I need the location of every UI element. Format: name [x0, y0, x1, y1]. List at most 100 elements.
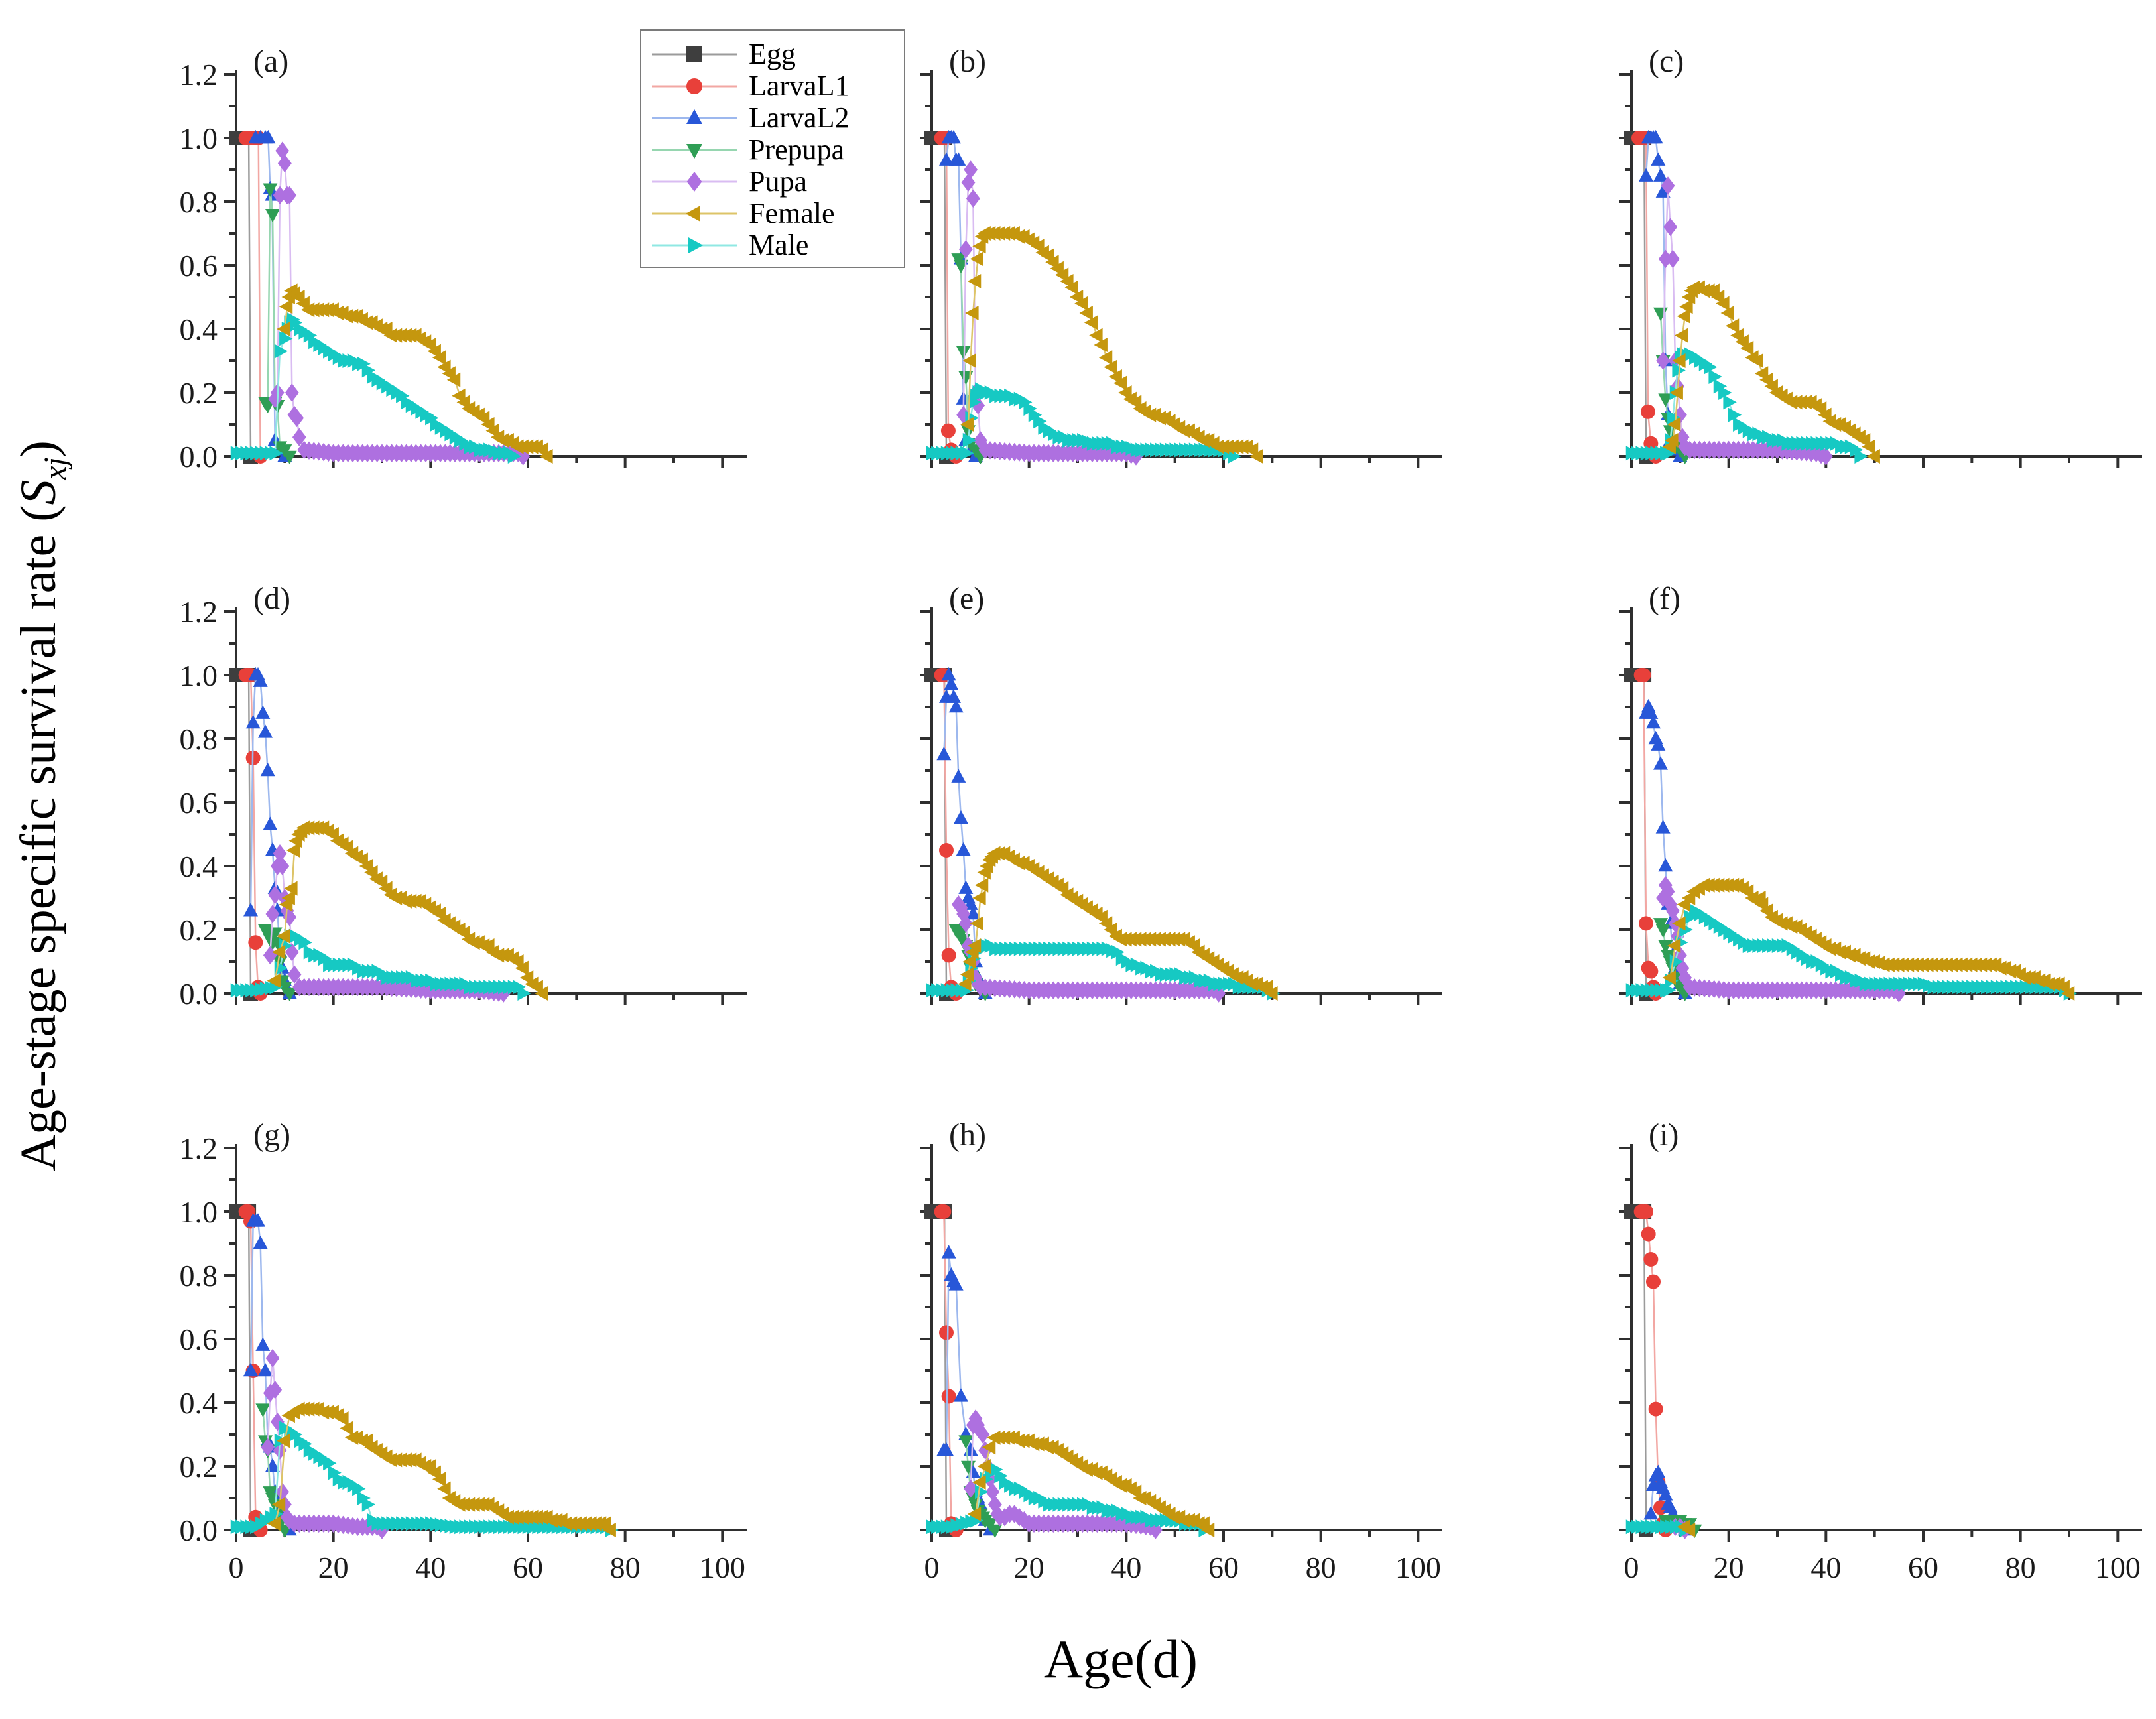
x-tick-labels: 0 20 40 60 80 100 [229, 1551, 745, 1584]
x-tick-label: 100 [2095, 1551, 2141, 1584]
x-tick-label: 20 [318, 1551, 349, 1584]
y-tick-label: 0.8 [180, 185, 218, 219]
x-tick-labels: 0 20 40 60 80 100 [924, 1551, 1441, 1584]
x-tick-label: 0 [1624, 1551, 1639, 1584]
panel-b: (b) [920, 44, 1442, 468]
series-male [926, 382, 1241, 464]
panel-g: 0.0 0.2 0.4 0.6 0.8 1.0 1.2 0 20 40 60 80 100 (g) [180, 1117, 747, 1584]
y-axis-title-suffix: ) [11, 440, 66, 458]
series-female [1677, 1519, 1696, 1537]
panel-letter: (e) [949, 581, 984, 616]
y-tick-label: 1.2 [180, 595, 218, 629]
panel-letter: (c) [1649, 44, 1684, 79]
male-marker-icon [652, 237, 737, 253]
y-axis-title-text: Age-stage specific survival rate ( [11, 505, 66, 1171]
y-tick-label: 0.6 [180, 786, 218, 820]
y-tick-label: 0.8 [180, 722, 218, 756]
y-tick-label: 0.0 [180, 977, 218, 1011]
pupa-marker-icon [652, 172, 737, 192]
x-tick-label: 20 [1714, 1551, 1744, 1584]
series-male [1625, 903, 2078, 1001]
y-tick-label: 0.2 [180, 1450, 218, 1484]
y-axis-title: Age-stage specific survival rate (Sxj) [10, 10, 90, 1602]
series-female [1662, 280, 1880, 464]
legend: Egg LarvaL1 LarvaL2 Prepupa Pupa Female Male [640, 29, 905, 268]
axes [1619, 70, 2142, 468]
legend-label: Pupa [749, 165, 807, 198]
legend-item-egg: Egg [648, 38, 900, 70]
series-female [967, 1430, 1215, 1537]
series-female [277, 283, 553, 464]
x-tick-label: 80 [1306, 1551, 1336, 1584]
panel-letter: (g) [253, 1117, 290, 1153]
panel-c: (c) [1619, 44, 2142, 468]
y-tick-label: 0.4 [180, 850, 218, 883]
y-tick-label: 0.4 [180, 1386, 218, 1420]
prepupa-marker-icon [652, 144, 737, 159]
series-larva1 [238, 131, 268, 464]
axes [920, 70, 1442, 468]
x-tick-labels: 0 20 40 60 80 100 [1624, 1551, 2141, 1584]
legend-item-pupa: Pupa [648, 166, 900, 198]
axes [920, 1144, 1442, 1542]
y-tick-label: 1.0 [180, 121, 218, 155]
legend-item-larva1: LarvaL1 [648, 70, 900, 102]
series-male [230, 1421, 619, 1537]
axes [1619, 607, 2142, 1005]
y-axis-title-subscript: xj [38, 457, 74, 480]
panel-letter: (h) [949, 1117, 986, 1153]
panel-d: 0.0 0.2 0.4 0.6 0.8 1.0 1.2 (d) [180, 581, 747, 1011]
series-pupa [1656, 176, 1833, 466]
x-tick-label: 40 [1810, 1551, 1841, 1584]
y-tick-label: 0.6 [180, 249, 218, 283]
series-female [267, 820, 548, 1001]
y-tick-label: 1.0 [180, 659, 218, 692]
legend-item-larva2: LarvaL2 [648, 102, 900, 134]
legend-item-male: Male [648, 229, 900, 261]
legend-label: LarvaL2 [749, 101, 850, 134]
y-tick-label: 0.0 [180, 440, 218, 474]
panel-letter: (a) [253, 44, 288, 79]
y-tick-label: 1.2 [180, 58, 218, 92]
panel-a: 0.0 0.2 0.4 0.6 0.8 1.0 1.2 (a) [180, 44, 747, 474]
panel-i: 0 20 40 60 80 100 (i) [1619, 1117, 2142, 1584]
legend-label: LarvaL1 [749, 70, 850, 102]
y-tick-labels: 0.0 0.2 0.4 0.6 0.8 1.0 1.2 [180, 1131, 218, 1547]
y-tick-label: 0.4 [180, 312, 218, 346]
panel-letter: (i) [1649, 1117, 1679, 1153]
series-female [1662, 877, 2075, 1001]
panel-f: (f) [1619, 581, 2142, 1005]
series-larva1 [1633, 1204, 1673, 1537]
series-male [1625, 347, 1868, 464]
legend-item-female: Female [648, 198, 900, 229]
series-larva1 [934, 668, 964, 1001]
series-female [267, 1401, 616, 1537]
y-tick-label: 1.2 [180, 1131, 218, 1165]
series-male [1625, 1519, 1693, 1537]
x-tick-label: 40 [1111, 1551, 1141, 1584]
panel-h: 0 20 40 60 80 100 (h) [920, 1117, 1442, 1584]
larva1-marker-icon [652, 78, 737, 94]
y-tick-label: 0.2 [180, 376, 218, 410]
x-tick-label: 100 [1395, 1551, 1441, 1584]
y-tick-label: 1.0 [180, 1195, 218, 1229]
legend-label: Male [749, 229, 809, 261]
x-tick-label: 0 [229, 1551, 244, 1584]
x-tick-label: 60 [513, 1551, 543, 1584]
female-marker-icon [652, 206, 737, 222]
series-female [958, 846, 1278, 1001]
series-female [960, 226, 1263, 464]
y-tick-label: 0.2 [180, 913, 218, 947]
panel-letter: (f) [1649, 581, 1680, 616]
x-tick-label: 100 [700, 1551, 745, 1584]
series-male [230, 928, 531, 1001]
series-male [230, 312, 522, 464]
x-axis-title: Age(d) [1043, 1629, 1198, 1689]
x-tick-label: 40 [415, 1551, 446, 1584]
series-pupa [956, 160, 1143, 466]
y-tick-label: 0.8 [180, 1259, 218, 1293]
x-tick-label: 0 [924, 1551, 940, 1584]
legend-label: Female [749, 197, 835, 229]
y-tick-label: 0.6 [180, 1322, 218, 1356]
